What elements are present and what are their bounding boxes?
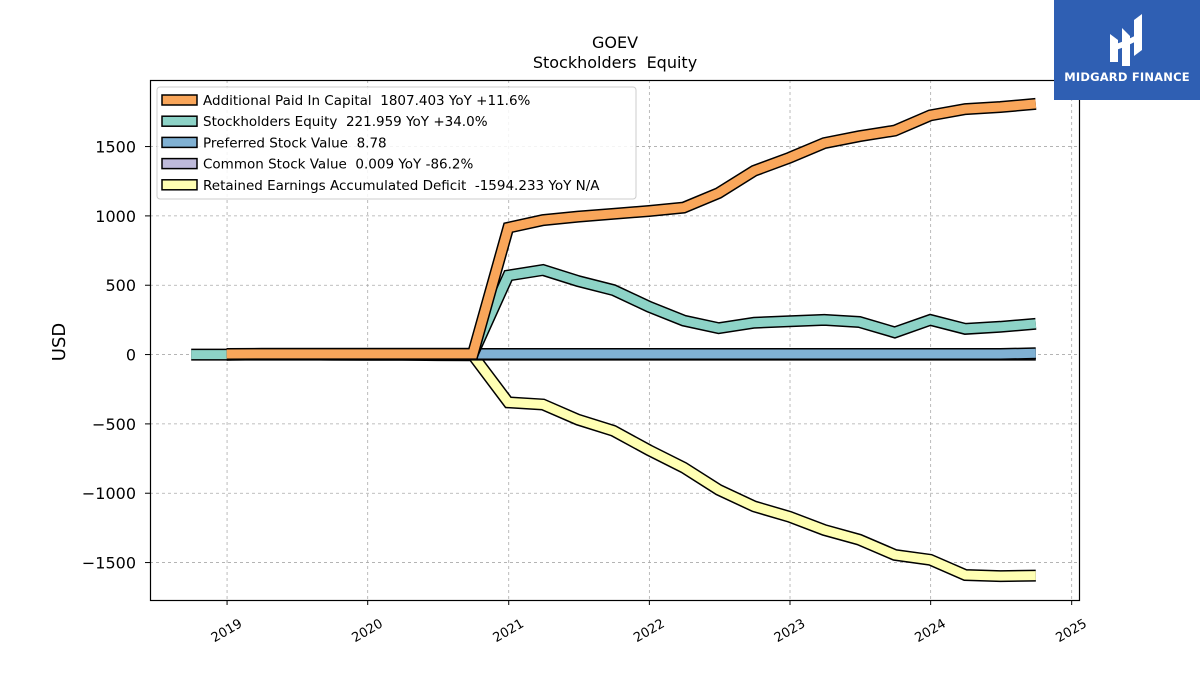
x-tick-label: 2024	[912, 616, 948, 646]
y-tick-label: −1000	[82, 484, 136, 503]
chart-title: GOEV	[592, 33, 638, 52]
x-tick-label: 2020	[350, 616, 386, 646]
series-fill	[226, 99, 1037, 359]
legend-box	[156, 86, 637, 200]
x-tick-label: 2022	[631, 616, 667, 646]
legend-swatch	[161, 94, 198, 106]
x-tick-label: 2023	[772, 616, 808, 646]
legend-swatch	[161, 179, 198, 191]
y-tick-label: 1000	[95, 207, 136, 226]
legend-label: Preferred Stock Value 8.78	[203, 135, 387, 151]
y-tick-label: −500	[92, 415, 136, 434]
legend-label: Additional Paid In Capital 1807.403 YoY …	[203, 93, 531, 109]
legend-label: Common Stock Value 0.009 YoY -86.2%	[203, 157, 474, 173]
y-tick-label: 0	[126, 346, 136, 365]
legend-label: Stockholders Equity 221.959 YoY +34.0%	[203, 114, 488, 130]
series-fill	[191, 265, 1037, 360]
x-tick-label: 2021	[491, 616, 527, 646]
x-tick-label: 2019	[209, 616, 245, 646]
chart-subtitle: Stockholders Equity	[533, 53, 697, 72]
series-outline	[226, 348, 1036, 583]
series-line	[191, 263, 1037, 361]
y-axis-label: USD	[49, 323, 70, 361]
y-tick-label: −1500	[82, 554, 136, 573]
y-tick-label: 1500	[95, 138, 136, 157]
legend-swatch	[161, 136, 198, 149]
brand-logo-text: MIDGARD FINANCE	[1064, 70, 1190, 84]
y-tick-label: 500	[105, 276, 136, 295]
plot-frame	[149, 79, 1081, 602]
legend: Additional Paid In Capital 1807.403 YoY …	[156, 86, 637, 200]
brand-logo: MIDGARD FINANCE	[1054, 0, 1200, 100]
series-fill	[226, 349, 1036, 581]
series-outline	[191, 263, 1037, 361]
series-layer	[191, 97, 1037, 583]
midgard-logo-icon	[1110, 14, 1142, 66]
legend-label: Retained Earnings Accumulated Deficit -1…	[203, 178, 600, 194]
series-line	[226, 348, 1036, 583]
series-line	[226, 97, 1037, 360]
x-tick-label: 2025	[1054, 616, 1090, 646]
legend-swatch	[161, 157, 198, 170]
legend-swatch	[161, 115, 198, 127]
